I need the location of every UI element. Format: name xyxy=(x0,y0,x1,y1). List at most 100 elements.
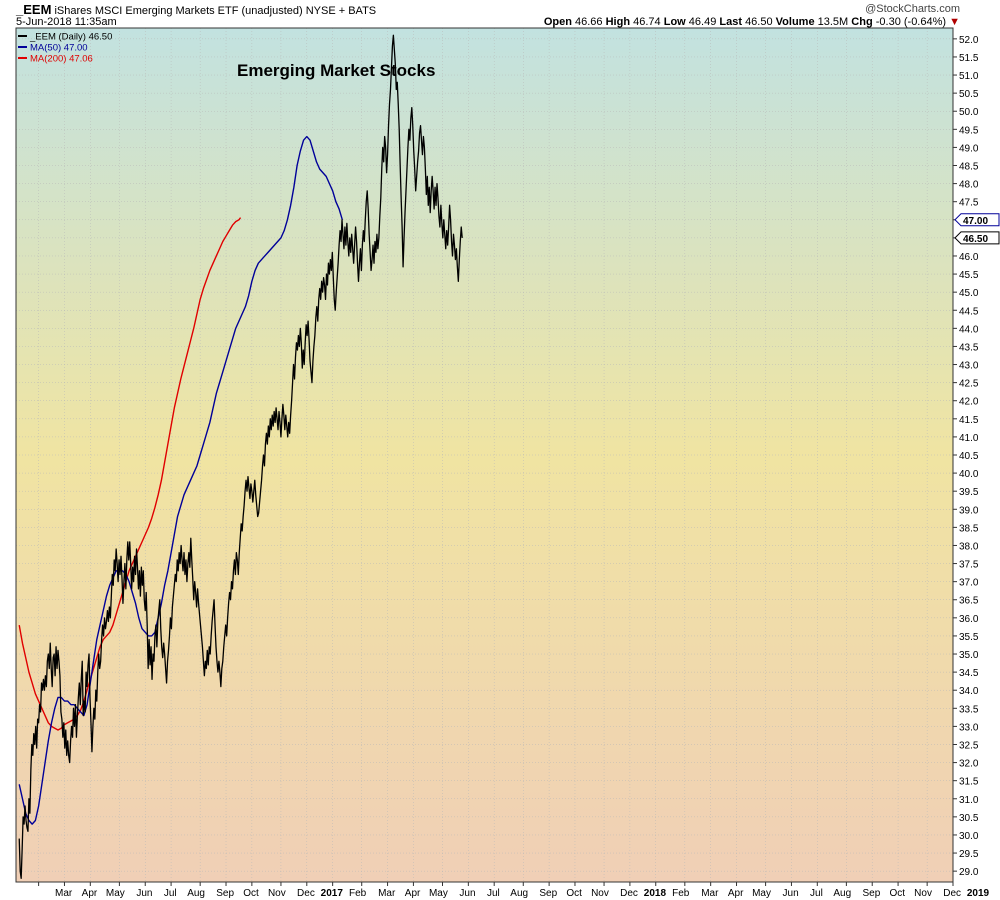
quote-bar: Open 46.66 High 46.74 Low 46.49 Last 46.… xyxy=(544,16,960,29)
series-line-ma-50 xyxy=(18,135,344,825)
x-tick-label: Feb xyxy=(672,888,690,899)
y-tick-label: 41.0 xyxy=(959,433,979,444)
y-tick-label: 40.5 xyxy=(959,451,979,462)
low-label: Low xyxy=(663,16,686,28)
y-tick-label: 32.0 xyxy=(959,759,979,770)
y-tick-label: 31.0 xyxy=(959,795,979,806)
x-tick-label: 2019 xyxy=(967,888,990,899)
y-tick-label: 52.0 xyxy=(959,35,979,46)
x-tick-label: Dec xyxy=(943,888,961,899)
x-axis: Mar Apr May Jun Jul Aug Sep Oct Nov Dec 2017 Feb Mar… xyxy=(38,882,990,899)
legend-entry: _EEM (Daily) 46.50 xyxy=(29,32,112,43)
open-value: 46.66 xyxy=(575,16,603,28)
price-tag: 47.00 xyxy=(954,213,1000,227)
x-tick-label: Jun xyxy=(459,888,475,899)
series-line-eem-daily xyxy=(18,34,463,880)
x-tick-label: Oct xyxy=(243,888,259,899)
legend-entry: MA(200) 47.06 xyxy=(30,54,93,65)
high-value: 46.74 xyxy=(633,16,661,28)
y-tick-label: 50.5 xyxy=(959,89,979,100)
x-tick-label: Oct xyxy=(889,888,905,899)
x-tick-label: Jul xyxy=(164,888,177,899)
y-tick-label: 51.5 xyxy=(959,53,979,64)
y-tick-label: 47.5 xyxy=(959,198,979,209)
y-tick-label: 32.5 xyxy=(959,740,979,751)
symbol: _EEM xyxy=(16,2,52,17)
y-tick-label: 39.5 xyxy=(959,487,979,498)
x-tick-label: Apr xyxy=(82,888,98,899)
y-tick-label: 44.0 xyxy=(959,324,979,335)
y-tick-label: 49.5 xyxy=(959,125,979,136)
y-tick-label: 43.5 xyxy=(959,342,979,353)
y-tick-label: 33.5 xyxy=(959,704,979,715)
x-tick-label: Nov xyxy=(591,888,609,899)
y-tick-label: 29.5 xyxy=(959,849,979,860)
y-tick-label: 51.0 xyxy=(959,71,979,82)
y-tick-label: 43.0 xyxy=(959,361,979,372)
x-tick-label: Aug xyxy=(833,888,851,899)
price-tag-label: 47.00 xyxy=(963,216,988,227)
header-left: _EEM iShares MSCI Emerging Markets ETF (… xyxy=(16,3,376,18)
y-tick-label: 34.0 xyxy=(959,686,979,697)
down-triangle-icon: ▼ xyxy=(949,16,960,28)
y-tick-label: 46.0 xyxy=(959,252,979,263)
exchange: NYSE + BATS xyxy=(305,5,377,17)
y-tick-label: 44.5 xyxy=(959,306,979,317)
y-tick-label: 42.5 xyxy=(959,379,979,390)
x-tick-label: Apr xyxy=(405,888,421,899)
copyright: @StockCharts.com xyxy=(865,3,960,15)
x-tick-label: 2017 xyxy=(321,888,344,899)
y-tick-label: 38.5 xyxy=(959,523,979,534)
last-value: 46.50 xyxy=(745,16,773,28)
x-tick-label: May xyxy=(752,888,771,899)
header-date: 5-Jun-2018 11:35am xyxy=(16,16,117,28)
legend-entry: MA(50) 47.00 xyxy=(30,43,88,54)
x-tick-label: Nov xyxy=(268,888,286,899)
price-tag-box xyxy=(954,231,1000,245)
high-label: High xyxy=(605,16,631,28)
x-tick-label: Dec xyxy=(297,888,315,899)
y-tick-label: 40.0 xyxy=(959,469,979,480)
volume-label: Volume xyxy=(775,16,815,28)
x-tick-label: Mar xyxy=(701,888,719,899)
x-tick-label: Mar xyxy=(378,888,396,899)
x-tick-label: Sep xyxy=(862,888,880,899)
x-tick-label: Apr xyxy=(728,888,744,899)
price-tag: 46.50 xyxy=(954,231,1000,245)
x-tick-label: Mar xyxy=(55,888,73,899)
x-tick-label: May xyxy=(429,888,448,899)
x-tick-label: Jul xyxy=(810,888,823,899)
y-tick-label: 41.5 xyxy=(959,415,979,426)
y-tick-label: 34.5 xyxy=(959,668,979,679)
x-tick-label: Aug xyxy=(510,888,528,899)
y-tick-label: 39.0 xyxy=(959,505,979,516)
y-tick-label: 49.0 xyxy=(959,143,979,154)
y-tick-label: 35.5 xyxy=(959,632,979,643)
x-tick-label: Sep xyxy=(539,888,557,899)
x-tick-label: Jun xyxy=(136,888,152,899)
y-tick-label: 48.5 xyxy=(959,162,979,173)
y-axis: 29.0 29.5 30.0 30.5 31.0 31.5 32.0 32.5 33.0 33.5… xyxy=(953,35,979,878)
chg-label: Chg xyxy=(851,16,873,28)
x-tick-label: Jun xyxy=(783,888,799,899)
y-tick-label: 35.0 xyxy=(959,650,979,661)
price-tags: 47.00 46.50 xyxy=(954,213,1000,245)
chart-title: Emerging Market Stocks xyxy=(237,61,435,80)
x-tick-label: 2018 xyxy=(644,888,667,899)
last-label: Last xyxy=(719,16,742,28)
y-tick-label: 37.5 xyxy=(959,560,979,571)
x-tick-label: May xyxy=(106,888,125,899)
low-value: 46.49 xyxy=(688,16,717,28)
y-tick-label: 29.0 xyxy=(959,867,979,878)
open-label: Open xyxy=(543,16,572,28)
x-tick-label: Oct xyxy=(566,888,582,899)
y-tick-label: 45.5 xyxy=(959,270,979,281)
x-tick-label: Sep xyxy=(216,888,234,899)
y-tick-label: 30.0 xyxy=(959,831,979,842)
y-tick-label: 38.0 xyxy=(959,541,979,552)
x-tick-label: Nov xyxy=(914,888,932,899)
x-tick-label: Feb xyxy=(349,888,367,899)
price-tag-box xyxy=(954,213,1000,227)
y-tick-label: 36.0 xyxy=(959,614,979,625)
